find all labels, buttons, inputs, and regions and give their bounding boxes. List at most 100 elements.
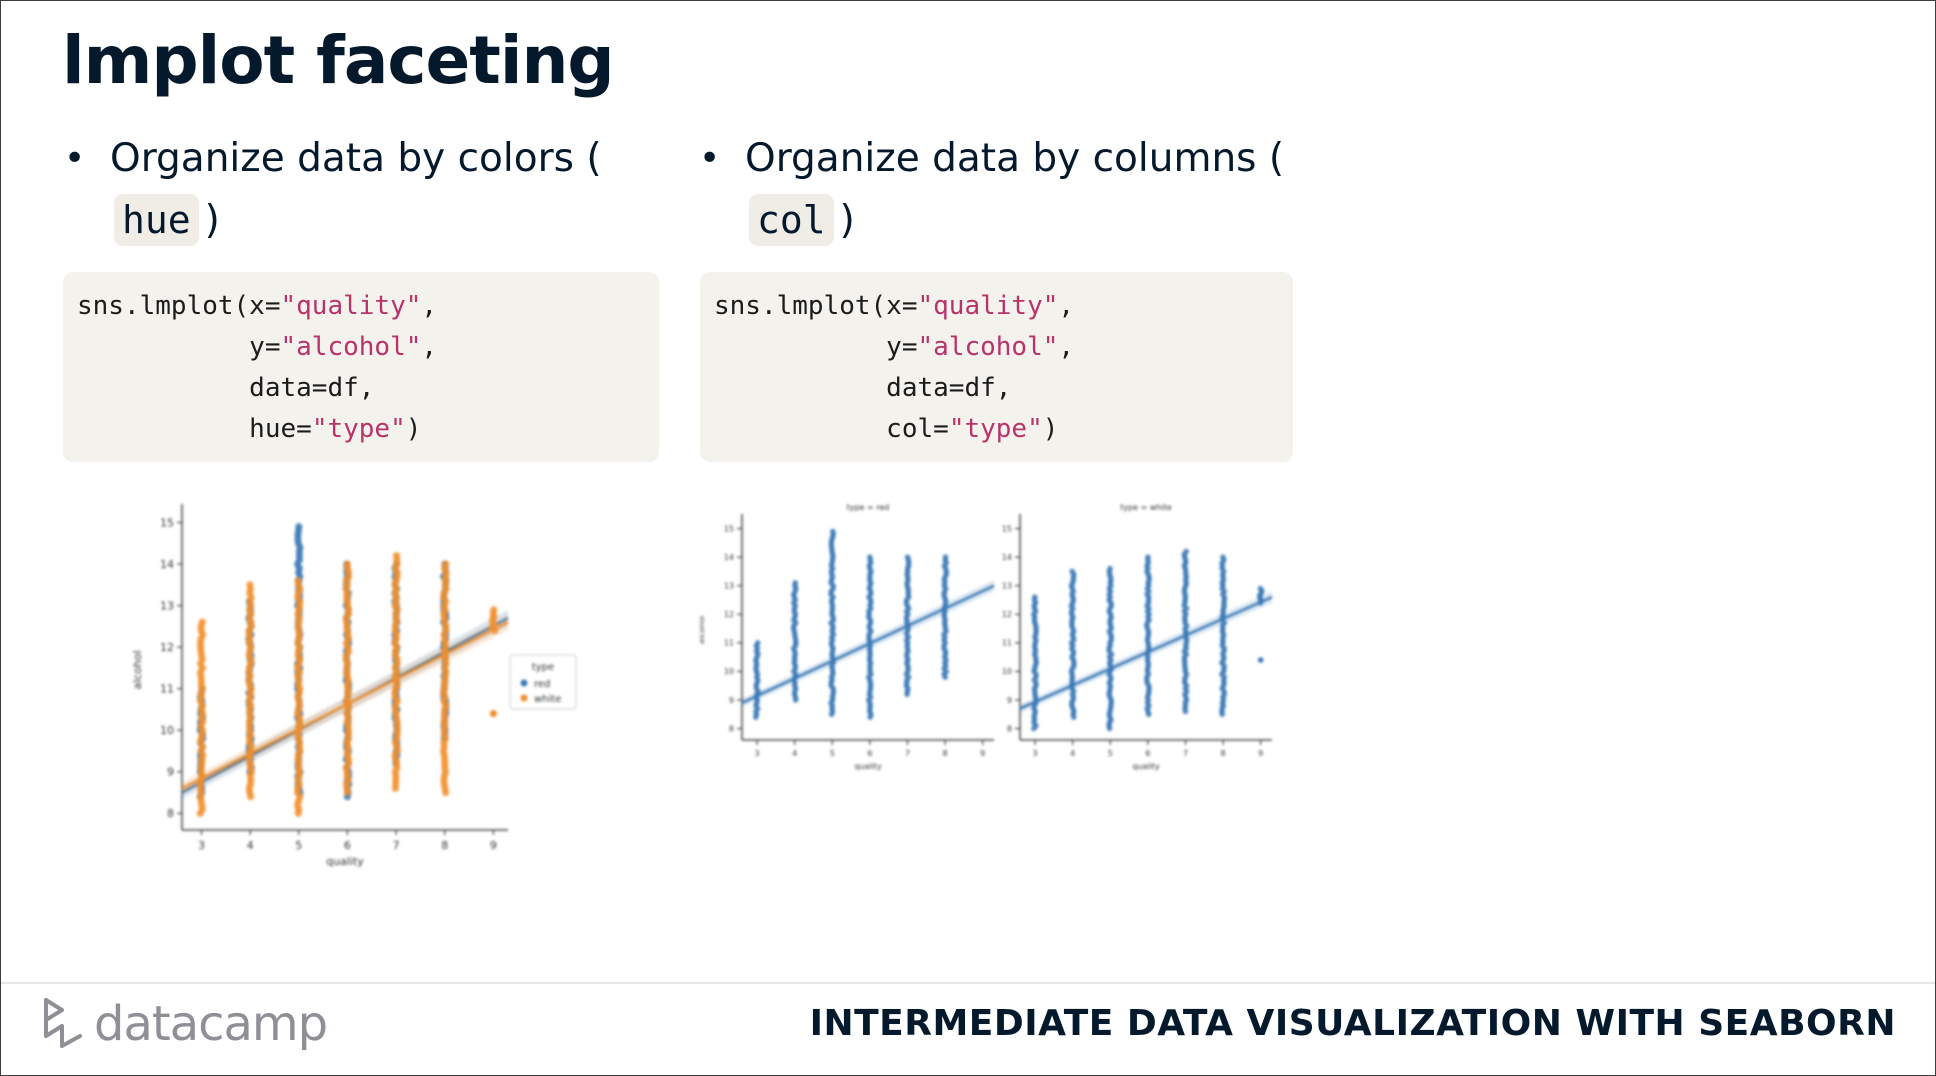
x-tick-label: 8: [943, 749, 948, 758]
slide-title: lmplot faceting: [62, 22, 615, 99]
code-line: y="alcohol",: [714, 327, 1279, 368]
data-point: [1183, 548, 1190, 555]
y-tick-label: 13: [724, 582, 734, 591]
data-point: [392, 552, 401, 560]
legend-box: [509, 654, 577, 710]
y-tick-label: 13: [160, 599, 174, 612]
code-line: sns.lmplot(x="quality",: [714, 286, 1279, 327]
x-tick-label: 7: [1183, 749, 1188, 758]
y-tick-label: 14: [160, 558, 174, 571]
bullet-dot: •: [699, 138, 721, 179]
code-string: "type": [948, 414, 1043, 444]
y-tick-label: 11: [160, 683, 174, 696]
bullet-end: ): [839, 198, 855, 243]
bullet-text: Organize data by columns (: [745, 136, 1285, 181]
x-tick-label: 8: [1221, 749, 1226, 758]
legend-label: red: [534, 679, 550, 690]
data-point: [1257, 585, 1264, 592]
code-line: col="type"): [714, 409, 1279, 450]
data-point: [198, 618, 206, 626]
y-tick-label: 15: [1002, 524, 1012, 533]
y-tick-label: 9: [1007, 696, 1012, 705]
facet-title: type = red: [847, 503, 890, 512]
code-token: hue=: [77, 414, 312, 444]
x-tick-label: 7: [905, 749, 910, 758]
code-line: data=df,: [77, 368, 645, 409]
x-tick-label: 7: [393, 839, 400, 852]
code-line: data=df,: [714, 368, 1279, 409]
datacamp-logo-text: datacamp: [94, 996, 328, 1052]
data-point: [489, 710, 498, 718]
chart-legend: type red white: [509, 654, 577, 710]
x-tick-label: 4: [792, 749, 797, 758]
code-string: "alcohol": [280, 332, 422, 362]
y-tick-label: 11: [724, 639, 734, 648]
y-axis-label: alcohol: [700, 616, 706, 645]
code-string: "alcohol": [917, 332, 1059, 362]
y-tick-label: 8: [729, 724, 734, 733]
col-facet-chart: 8 9 10 11 12 13 14 15 3 4 5 6 7 8 9 quality alcohol type …: [700, 503, 1273, 771]
legend-title: type: [532, 662, 554, 673]
code-token: ,: [421, 332, 438, 362]
x-axis-label: quality: [854, 762, 882, 771]
data-point: [754, 640, 761, 646]
y-tick-label: 15: [160, 516, 174, 529]
code-line: y="alcohol",: [77, 327, 645, 368]
datacamp-logo-icon: [44, 998, 82, 1048]
footer-divider: [1, 982, 1935, 984]
bullet-col: • Organize data by columns ( col): [699, 128, 1305, 252]
code-line: hue="type"): [77, 409, 645, 450]
data-point: [829, 528, 836, 535]
y-tick-label: 10: [1002, 667, 1012, 676]
course-title: INTERMEDIATE DATA VISUALIZATION WITH SEA…: [809, 1003, 1896, 1044]
bullet-dot: •: [64, 138, 86, 179]
facet-title: type = white: [1120, 503, 1172, 512]
datacamp-logo: datacamp: [40, 996, 328, 1052]
data-point: [1257, 657, 1264, 663]
legend-label: white: [534, 694, 561, 705]
x-axis-label: quality: [326, 855, 364, 868]
code-token: y=: [714, 332, 918, 362]
data-point: [867, 554, 873, 560]
legend-marker: [520, 694, 528, 702]
code-block-col: sns.lmplot(x="quality", y="alcohol", dat…: [700, 272, 1293, 462]
code-token: y=: [77, 332, 281, 362]
y-tick-label: 12: [160, 641, 174, 654]
data-point: [294, 577, 302, 585]
y-tick-label: 15: [724, 524, 734, 533]
x-tick-label: 3: [754, 749, 759, 758]
code-token: sns.lmplot(x=: [77, 291, 281, 321]
x-axis-label: quality: [1132, 762, 1160, 771]
data-point: [442, 560, 450, 568]
y-tick-label: 14: [724, 553, 734, 562]
code-token: data=df,: [714, 373, 1012, 403]
y-tick-label: 8: [1007, 724, 1012, 733]
x-tick-label: 3: [198, 839, 205, 852]
y-tick-label: 14: [1002, 553, 1012, 562]
data-point: [1031, 594, 1038, 600]
y-tick-label: 11: [1002, 639, 1012, 648]
x-tick-label: 6: [867, 749, 872, 758]
data-point: [1220, 554, 1226, 560]
code-token: data=df,: [77, 373, 375, 403]
data-point: [246, 581, 254, 589]
x-tick-label: 9: [490, 839, 497, 852]
series-white: [181, 552, 509, 817]
data-point: [343, 560, 351, 568]
code-token: ,: [421, 291, 438, 321]
bullet-text: Organize data by colors (: [110, 136, 602, 181]
y-tick-label: 9: [167, 766, 174, 779]
data-point: [295, 523, 303, 531]
y-tick-label: 10: [724, 667, 734, 676]
data-point: [792, 580, 799, 586]
code-token: sns.lmplot(x=: [714, 291, 918, 321]
code-string: "quality": [280, 291, 422, 321]
code-block-hue: sns.lmplot(x="quality", y="alcohol", dat…: [63, 272, 659, 462]
legend-marker: [520, 679, 528, 687]
y-tick-label: 9: [729, 696, 734, 705]
data-point: [1107, 565, 1113, 572]
x-tick-label: 5: [295, 839, 302, 852]
data-point: [904, 554, 911, 560]
code-token: ): [1042, 414, 1059, 444]
bullet-end: ): [204, 198, 220, 243]
